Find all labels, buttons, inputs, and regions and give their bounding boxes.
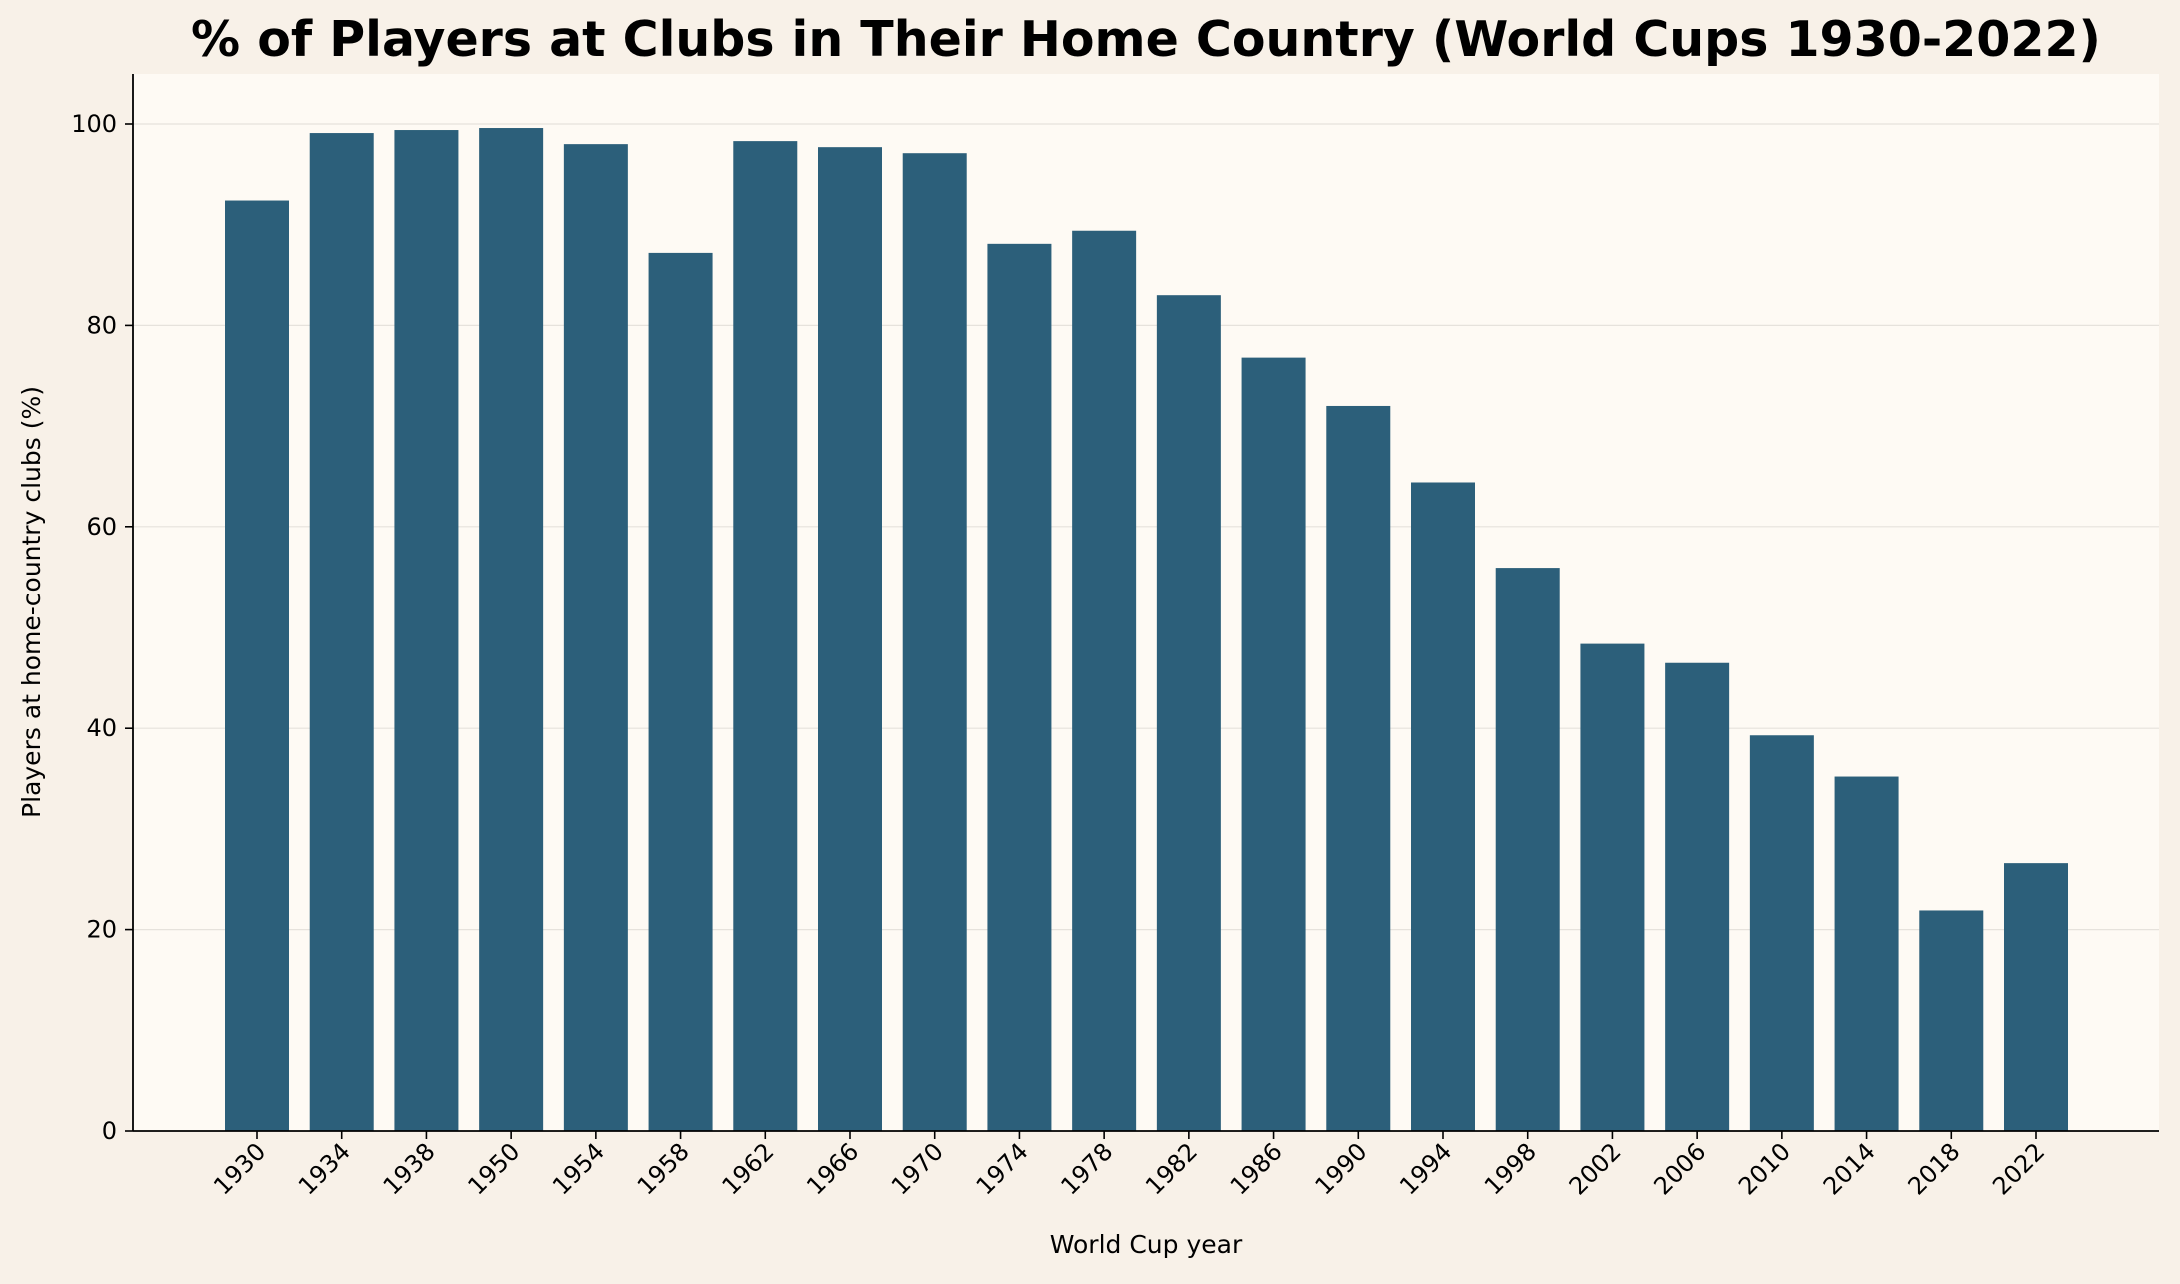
- gridlines: [133, 123, 2159, 931]
- bar-1978: [1072, 230, 1137, 1131]
- x-tick-label: 1934: [293, 1137, 356, 1200]
- bar-2014: [1834, 776, 1899, 1131]
- y-ticks: 0 20 40 60 80 100: [71, 110, 133, 1145]
- bars: [225, 128, 2068, 1132]
- chart-title: % of Players at Clubs in Their Home Coun…: [191, 11, 2101, 68]
- x-tick-label: 1994: [1394, 1137, 1457, 1200]
- x-tick-label: 1970: [886, 1137, 949, 1200]
- y-tick-label: 60: [86, 513, 117, 541]
- plot-area: [133, 74, 2159, 1131]
- bar-1982: [1156, 295, 1221, 1131]
- y-tick-label: 20: [86, 916, 117, 944]
- x-ticks: 1930 1934 1938 1950 1954 1958 1962 1966 1970 1974…: [208, 1131, 2050, 1200]
- bar-1962: [733, 141, 798, 1131]
- x-tick-label: 1974: [971, 1137, 1034, 1200]
- x-tick-label: 2006: [1648, 1137, 1711, 1200]
- x-tick-label: 1986: [1225, 1137, 1288, 1200]
- x-tick-label: 1982: [1140, 1137, 1203, 1200]
- bar-1990: [1326, 405, 1391, 1132]
- x-tick-label: 2022: [1987, 1137, 2050, 1200]
- x-tick-label: 1966: [801, 1137, 864, 1200]
- x-tick-label: 2002: [1564, 1137, 1627, 1200]
- x-tick-label: 1990: [1310, 1137, 1373, 1200]
- bar-1998: [1495, 568, 1560, 1131]
- x-tick-label: 1962: [717, 1137, 780, 1200]
- bar-2002: [1580, 643, 1645, 1131]
- bar-1938: [394, 130, 459, 1132]
- x-tick-label: 1950: [462, 1137, 525, 1200]
- x-axis-label: World Cup year: [1050, 1230, 1243, 1259]
- bar-2022: [2004, 863, 2068, 1131]
- bar-1970: [902, 153, 967, 1131]
- bar-2006: [1665, 662, 1730, 1131]
- bar-1994: [1411, 482, 1475, 1131]
- bar-1950: [479, 128, 544, 1131]
- y-tick-label: 100: [71, 110, 117, 138]
- x-tick-label: 1938: [378, 1137, 441, 1200]
- x-tick-label: 1958: [632, 1137, 695, 1200]
- x-tick-label: 1998: [1479, 1137, 1542, 1200]
- bar-1930: [225, 200, 289, 1132]
- x-tick-label: 1930: [208, 1137, 271, 1200]
- bar-1958: [648, 252, 713, 1131]
- x-tick-label: 1954: [547, 1137, 610, 1200]
- bar-1974: [987, 243, 1052, 1131]
- axes: [132, 74, 2159, 1132]
- bar-1986: [1241, 357, 1306, 1131]
- x-tick-label: 1978: [1055, 1137, 1118, 1200]
- bar-1934: [309, 133, 374, 1132]
- x-tick-label: 2010: [1733, 1137, 1796, 1200]
- y-axis-label: Players at home-country clubs (%): [17, 386, 46, 818]
- bar-2010: [1749, 735, 1814, 1131]
- y-tick-label: 80: [86, 311, 117, 339]
- x-tick-label: 2018: [1903, 1137, 1966, 1200]
- y-tick-label: 40: [86, 714, 117, 742]
- bar-1966: [818, 147, 882, 1131]
- y-tick-label: 0: [102, 1117, 117, 1145]
- x-tick-label: 2014: [1818, 1137, 1881, 1200]
- bar-2018: [1919, 910, 1984, 1131]
- bar-1954: [563, 144, 628, 1131]
